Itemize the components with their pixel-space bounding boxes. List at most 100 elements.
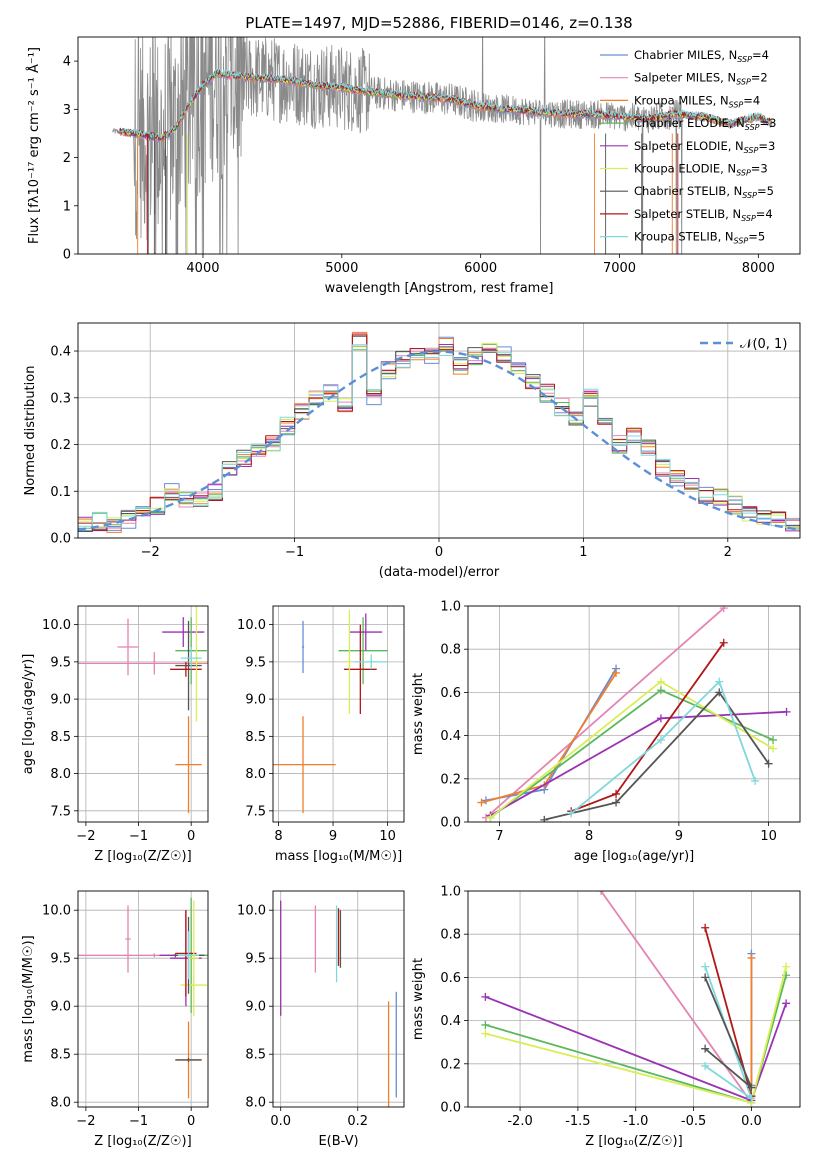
plus-marker: [656, 686, 665, 695]
plus-marker: [764, 759, 773, 768]
plus-marker: [747, 953, 756, 962]
y-tick-label: 10.0: [237, 618, 266, 633]
legend-label: Kroupa MILES, NSSP=4: [634, 93, 760, 109]
error-bar-point: [354, 654, 388, 670]
observed-spectrum: [112, 37, 773, 254]
x-tick-label: 9: [675, 829, 683, 844]
legend-label: Salpeter ELODIE, NSSP=3: [634, 139, 775, 155]
axes-frame: [77, 322, 801, 539]
panel-age-vs-mass: 8 9 10 7.5 8.0 8.5 9.0 9.5 10.0 mass [log₁₀(M/M☉)…: [237, 605, 405, 864]
x-tick-label: −1: [129, 829, 148, 844]
x-tick-label: 0.2: [347, 1114, 368, 1129]
x-axis-label: Z [log₁₀(Z/Z☉)]: [94, 849, 191, 864]
y-tick-label: 9.5: [245, 952, 266, 967]
x-tick-label: 0: [435, 545, 443, 560]
y-tick-label: 9.5: [245, 655, 266, 670]
y-tick-label: 10.0: [237, 904, 266, 919]
error-bar-point: [78, 953, 208, 958]
y-tick-label: 9.5: [50, 952, 71, 967]
x-tick-label: 0: [187, 1114, 195, 1129]
legend-label: Chabrier ELODIE, NSSP=3: [634, 116, 776, 132]
y-tick-label: 0.4: [440, 1014, 461, 1029]
error-bar-point: [301, 620, 305, 674]
error-bar-point: [175, 910, 197, 997]
plus-marker: [701, 1044, 710, 1053]
x-tick-label: 9: [329, 829, 337, 844]
error-bar-point: [188, 900, 200, 1016]
plus-marker: [769, 744, 778, 753]
panel-mass-vs-Z: −2 −1 0 8.0 8.5 9.0 9.5 10.0 Z [log₁₀(Z/Z☉)] mass…: [21, 890, 209, 1149]
y-tick-label: 0.3: [50, 391, 71, 406]
histogram-step: [78, 344, 800, 528]
weight-line: [485, 607, 725, 819]
legend-label: Salpeter STELIB, NSSP=4: [634, 207, 773, 223]
error-bar-point: [175, 620, 202, 711]
y-tick-label: 0.2: [440, 1057, 461, 1072]
x-axis-label: Z [log₁₀(Z/Z☉)]: [94, 1134, 191, 1149]
error-bar-point: [125, 905, 131, 973]
plus-marker: [701, 973, 710, 982]
y-tick-label: 7.5: [50, 804, 71, 819]
y-tick-label: 8.5: [50, 730, 71, 745]
y-axis-label: Flux [fλ10⁻¹⁷ erg cm⁻² s⁻¹ Å⁻¹]: [26, 47, 42, 244]
axes-frame: [77, 890, 209, 1108]
x-tick-label: 10: [760, 829, 777, 844]
plus-marker: [481, 1029, 490, 1038]
plus-marker: [612, 798, 621, 807]
plus-marker: [751, 776, 760, 785]
plus-marker: [477, 798, 486, 807]
plot-area: [78, 331, 800, 533]
y-tick-label: 1.0: [440, 600, 461, 615]
error-bar-point: [178, 931, 200, 980]
weight-line: [570, 680, 756, 815]
panel-age-vs-Z: −2 −1 0 7.5 8.0 8.5 9.0 9.5 10.0 Z [log₁₀(Z/Z☉)] a…: [21, 605, 209, 864]
y-tick-label: 7.5: [245, 804, 266, 819]
axes-frame: [272, 890, 405, 1108]
y-tick-label: 8.0: [245, 1096, 266, 1111]
plus-marker: [782, 999, 791, 1008]
y-tick-label: 0.8: [440, 643, 461, 658]
error-bar-point: [117, 618, 139, 676]
x-axis-label: age [log₁₀(age/yr)]: [574, 849, 695, 864]
error-bar-point: [175, 1058, 202, 1062]
y-tick-label: 0.4: [440, 729, 461, 744]
y-tick-label: 0.4: [50, 345, 71, 360]
x-tick-label: 8000: [742, 261, 775, 276]
panel-spectrum: 4000 5000 6000 7000 8000 0 1 2 3 4 wavelength [Ang…: [26, 36, 801, 296]
weight-line: [544, 691, 770, 821]
chart-title: PLATE=1497, MJD=52886, FIBERID=0146, z=0…: [245, 14, 632, 32]
y-tick-label: 1.0: [440, 885, 461, 900]
plus-marker: [540, 815, 549, 822]
y-tick-label: 0.0: [50, 532, 71, 547]
axes-frame: [77, 605, 209, 823]
x-tick-label: 0.0: [270, 1114, 291, 1129]
y-tick-label: 8.5: [245, 1048, 266, 1063]
y-tick-label: 10.0: [42, 904, 71, 919]
plot-area: [78, 897, 208, 1099]
y-tick-label: 1: [63, 199, 71, 214]
plus-marker: [715, 677, 724, 686]
panel-residual-histogram: −2 −1 0 1 2 0.0 0.1 0.2 0.3 0.4 (data-model)/error…: [23, 322, 801, 580]
y-tick-label: 8.5: [245, 730, 266, 745]
y-tick-label: 0.2: [440, 772, 461, 787]
x-axis-label: (data-model)/error: [379, 565, 500, 580]
plus-marker: [656, 677, 665, 686]
y-tick-label: 9.5: [50, 655, 71, 670]
x-tick-label: 10: [379, 829, 396, 844]
y-tick-label: 0.8: [440, 928, 461, 943]
model-spectrum: [119, 68, 773, 139]
y-tick-label: 8.5: [50, 1048, 71, 1063]
y-tick-label: 9.0: [50, 693, 71, 708]
y-tick-label: 8.0: [50, 1096, 71, 1111]
plus-marker: [597, 891, 606, 895]
plus-marker: [481, 1020, 490, 1029]
y-tick-label: 0.6: [440, 686, 461, 701]
x-tick-label: -1.0: [623, 1114, 648, 1129]
x-tick-label: 6000: [464, 261, 497, 276]
plus-marker: [719, 606, 728, 613]
legend-label: Salpeter MILES, NSSP=2: [634, 71, 768, 87]
plus-marker: [567, 809, 576, 818]
axes-frame: [272, 605, 405, 823]
plus-marker: [481, 992, 490, 1001]
